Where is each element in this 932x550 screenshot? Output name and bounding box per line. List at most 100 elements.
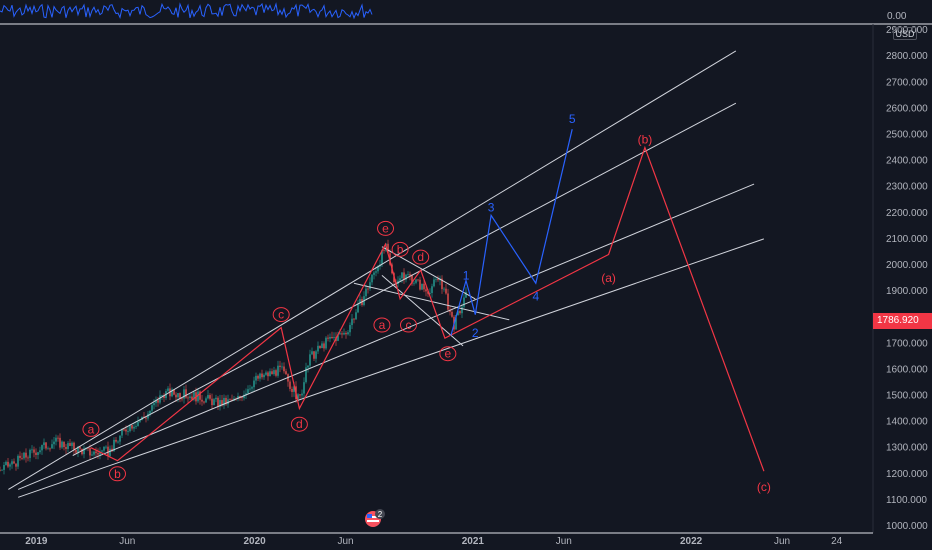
wave-label: a <box>88 422 95 436</box>
candle-body <box>77 446 79 453</box>
candle-body <box>227 399 229 405</box>
price-tick-label: 1500.000 <box>886 390 928 401</box>
price-tick-label: 1700.000 <box>886 338 928 349</box>
candle-body <box>163 395 165 399</box>
candle-body <box>299 394 301 396</box>
currency-badge[interactable]: USD <box>893 27 917 40</box>
wave-label: c <box>405 318 411 332</box>
candle-body <box>415 279 417 283</box>
candle-body <box>59 437 61 448</box>
candle-body <box>175 394 177 398</box>
candle-body <box>9 464 11 467</box>
candle-body <box>283 366 285 372</box>
candle-body <box>131 425 133 429</box>
candle-body <box>49 448 51 450</box>
wave-label-circle <box>108 466 126 482</box>
candle-body <box>139 420 141 422</box>
candle-body <box>419 279 421 290</box>
candle-body <box>177 393 179 398</box>
us-flag-event-icon[interactable]: 2 <box>363 509 385 527</box>
candle-body <box>203 401 205 403</box>
candle-body <box>319 345 321 349</box>
candle-body <box>153 403 155 406</box>
candle-body <box>259 373 261 379</box>
wave-label: 4 <box>532 289 539 303</box>
price-axis[interactable]: 2900.000 2800.000 2700.000 2600.000 2500.000… <box>886 25 928 532</box>
candle-body <box>225 397 227 405</box>
candle-body <box>211 398 213 406</box>
candle-body <box>207 395 209 399</box>
channel-line <box>18 238 765 498</box>
candle-body <box>81 448 83 455</box>
candle-body <box>445 288 447 294</box>
candle-body <box>127 431 129 432</box>
candle-body <box>185 389 187 398</box>
candle-body <box>3 464 5 470</box>
candle-body <box>17 455 19 467</box>
candle-body <box>89 448 91 456</box>
candle-body <box>33 449 35 453</box>
candle-body <box>145 417 147 419</box>
channel-line <box>72 102 737 456</box>
candle-body <box>67 443 69 449</box>
candle-body <box>13 461 15 464</box>
candle-body <box>357 303 359 313</box>
price-tick-label: 2500.000 <box>886 129 928 140</box>
candle-body <box>105 446 107 448</box>
candle-body <box>345 332 347 335</box>
candle-body <box>179 393 181 399</box>
price-tick-label: 2000.000 <box>886 260 928 271</box>
candle-body <box>113 439 115 452</box>
candle-body <box>381 250 383 265</box>
candle-body <box>21 457 23 459</box>
candle-body <box>267 372 269 377</box>
candle-body <box>123 429 125 431</box>
wave-label-circle <box>399 317 417 333</box>
candle-body <box>217 397 219 407</box>
candle-body <box>219 400 221 407</box>
candle-body <box>25 452 27 458</box>
candle-body <box>373 272 375 275</box>
wave-label-circle <box>439 346 457 362</box>
candle-body <box>279 365 281 367</box>
candle-body <box>5 461 7 465</box>
candle-body <box>155 400 157 404</box>
wave-label-circle <box>391 241 409 257</box>
candle-body <box>61 441 63 448</box>
indicator-line <box>0 2 373 20</box>
wave-label: d <box>417 250 424 264</box>
candle-body <box>189 396 191 398</box>
candle-body <box>101 450 103 452</box>
candle-body <box>43 442 45 446</box>
price-tick-label: 2100.000 <box>886 234 928 245</box>
candle-body <box>221 400 223 406</box>
candle-body <box>333 337 335 339</box>
candle-body <box>245 393 247 395</box>
candle-body <box>359 298 361 304</box>
candle-body <box>305 367 307 383</box>
candle-body <box>251 387 253 389</box>
time-tick-label: 2021 <box>462 536 485 547</box>
candle-body <box>205 398 207 403</box>
candle-body <box>399 278 401 281</box>
candle-body <box>229 399 231 401</box>
price-tick-label: 2600.000 <box>886 103 928 114</box>
candle-body <box>301 393 303 396</box>
candle-body <box>39 450 41 453</box>
candle-body <box>119 435 121 442</box>
last-price-tag: 1786.920 <box>873 312 932 329</box>
candle-body <box>117 441 119 443</box>
time-tick-label: 2019 <box>25 536 48 547</box>
time-axis[interactable]: 2019 Jun 2020 Jun 2021 Jun 2022 Jun 24 <box>25 536 842 547</box>
candle-body <box>431 286 433 293</box>
candle-body <box>173 389 175 395</box>
candle-body <box>71 442 73 446</box>
candle-body <box>0 469 1 471</box>
candle-body <box>197 391 199 402</box>
candle-body <box>339 333 341 335</box>
candle-body <box>331 337 333 338</box>
indicator-value: 0.00 <box>887 11 907 22</box>
channel-line <box>17 183 755 490</box>
price-tick-label: 1600.000 <box>886 364 928 375</box>
